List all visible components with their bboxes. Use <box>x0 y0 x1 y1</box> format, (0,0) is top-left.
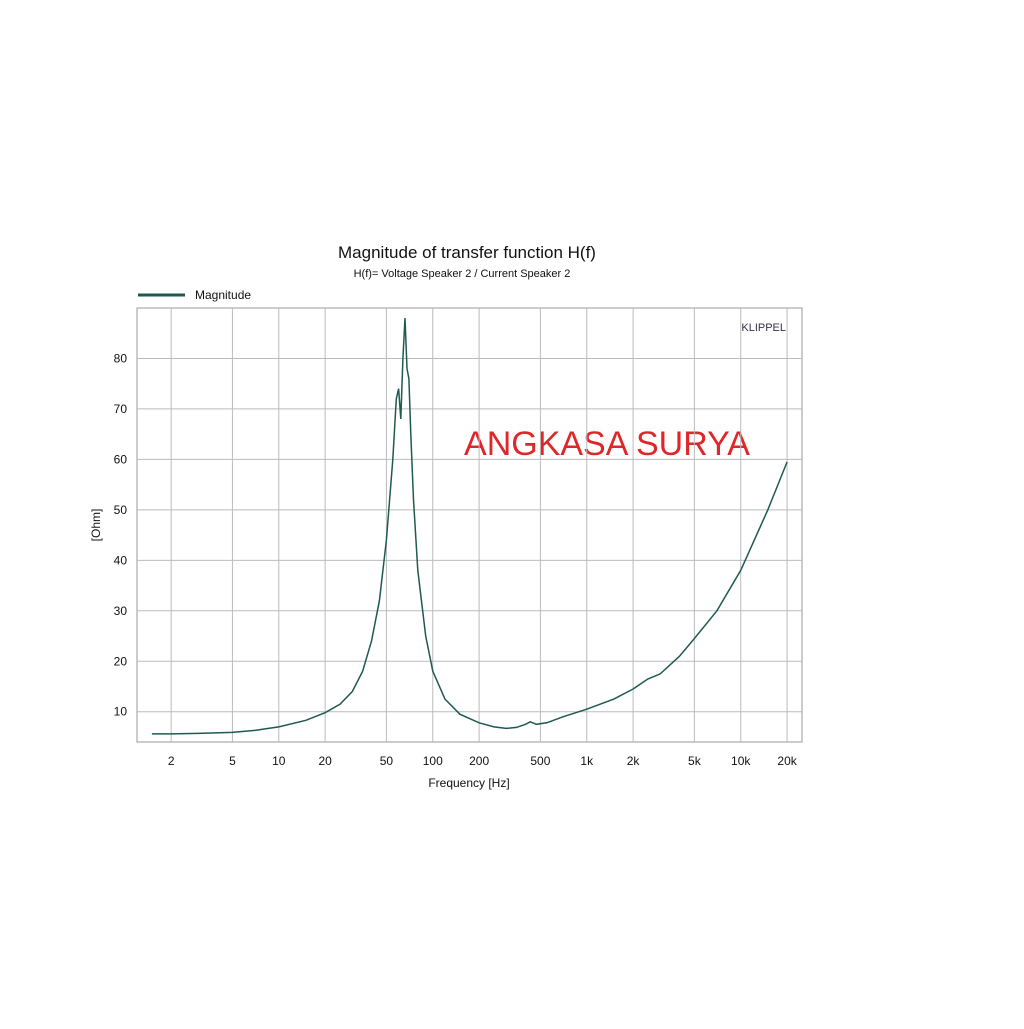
x-tick-label: 20 <box>318 754 332 768</box>
x-tick-label: 5k <box>688 754 702 768</box>
x-tick-label: 500 <box>530 754 550 768</box>
y-tick-label: 80 <box>114 351 128 365</box>
x-axis-label: Frequency [Hz] <box>428 776 509 790</box>
chart-title: Magnitude of transfer function H(f) <box>338 243 596 262</box>
x-tick-label: 200 <box>469 754 489 768</box>
x-tick-label: 2 <box>168 754 175 768</box>
y-tick-label: 10 <box>114 705 128 719</box>
chart-subtitle: H(f)= Voltage Speaker 2 / Current Speake… <box>354 268 571 280</box>
legend-label: Magnitude <box>195 288 251 302</box>
watermark: ANGKASA SURYA <box>464 425 750 463</box>
data-line <box>151 318 788 735</box>
y-tick-label: 20 <box>114 654 128 668</box>
x-tick-label: 10k <box>731 754 751 768</box>
plot-area <box>136 307 803 743</box>
brand-label: KLIPPEL <box>741 322 786 334</box>
y-axis-label: [Ohm] <box>89 509 103 542</box>
y-tick-label: 70 <box>114 402 128 416</box>
x-tick-label: 1k <box>580 754 594 768</box>
y-tick-label: 40 <box>114 553 128 567</box>
x-tick-label: 5 <box>229 754 236 768</box>
x-tick-label: 100 <box>423 754 443 768</box>
y-tick-label: 50 <box>114 503 128 517</box>
y-tick-label: 30 <box>114 604 128 618</box>
x-tick-label: 20k <box>777 754 797 768</box>
y-tick-label: 60 <box>114 452 128 466</box>
x-tick-label: 50 <box>380 754 394 768</box>
x-tick-label: 2k <box>627 754 641 768</box>
x-tick-label: 10 <box>272 754 286 768</box>
